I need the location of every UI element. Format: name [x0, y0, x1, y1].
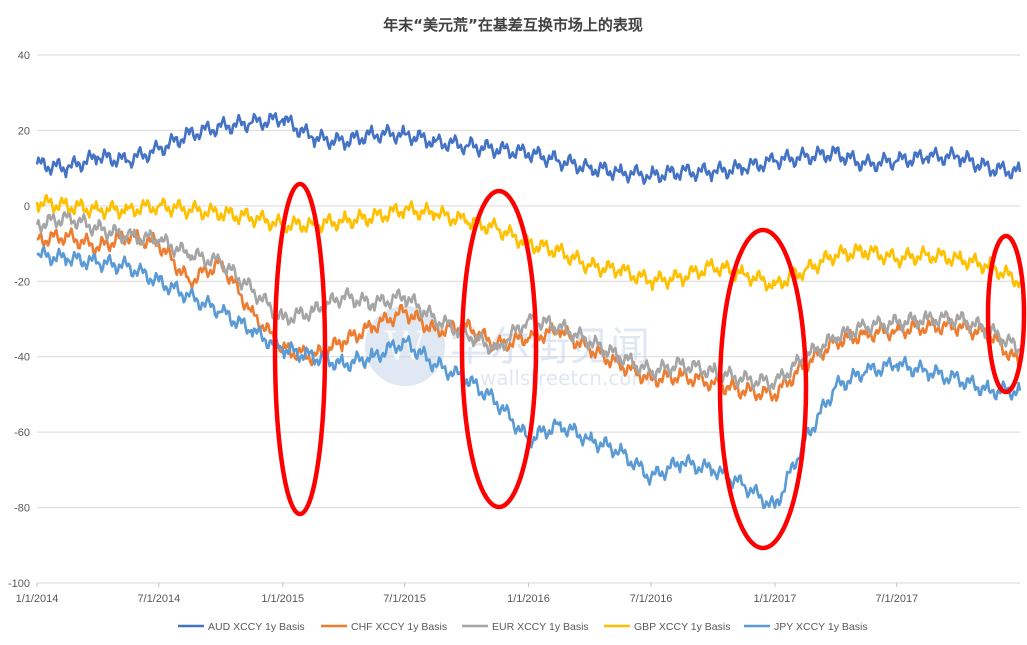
- x-tick-label: 1/1/2014: [16, 593, 59, 605]
- y-tick-label: -80: [14, 503, 30, 515]
- x-tick-label: 7/1/2014: [137, 593, 180, 605]
- highlight-circle-2016: [459, 188, 539, 510]
- highlight-circle-2018: [985, 233, 1027, 395]
- watermark-url: wallstreetcn.com: [480, 366, 651, 390]
- series-line-eur: [35, 208, 1021, 392]
- legend: AUD XCCY 1y Basis CHF XCCY 1y Basis EUR XC…: [178, 621, 868, 633]
- legend-label: CHF XCCY 1y Basis: [351, 621, 447, 633]
- x-axis: 1/1/2014 7/1/2014 1/1/2015 7/1/2015 1/1/2016…: [16, 583, 918, 605]
- legend-label: GBP XCCY 1y Basis: [634, 621, 730, 633]
- legend-label: AUD XCCY 1y Basis: [208, 621, 305, 633]
- highlight-circle-2017: [717, 227, 809, 551]
- y-tick-label: -40: [14, 352, 30, 364]
- x-tick-label: 1/1/2017: [754, 593, 797, 605]
- y-tick-label: 40: [18, 50, 30, 62]
- y-tick-label: 20: [18, 125, 30, 137]
- y-tick-label: -100: [8, 578, 30, 590]
- y-axis: 40 20 0 -20 -40 -60 -80 -100: [8, 50, 30, 590]
- highlight-circle-2015: [272, 181, 328, 517]
- watermark-circle: [365, 306, 445, 386]
- highlight-circles: [272, 181, 1027, 551]
- x-tick-label: 7/1/2016: [630, 593, 673, 605]
- series-line-aud: [35, 112, 1022, 185]
- y-tick-label: 0: [24, 201, 30, 213]
- chart-title: 年末“美元荒”在基差互换市场上的表现: [383, 16, 643, 34]
- legend-label: EUR XCCY 1y Basis: [492, 621, 589, 633]
- y-tick-label: -60: [14, 427, 30, 439]
- legend-label: JPY XCCY 1y Basis: [774, 621, 868, 633]
- x-tick-label: 1/1/2015: [261, 593, 304, 605]
- y-tick-label: -20: [14, 276, 30, 288]
- x-tick-label: 1/1/2016: [507, 593, 550, 605]
- series-line-chf: [36, 227, 1022, 402]
- x-tick-label: 7/1/2015: [383, 593, 426, 605]
- x-tick-label: 7/1/2017: [875, 593, 918, 605]
